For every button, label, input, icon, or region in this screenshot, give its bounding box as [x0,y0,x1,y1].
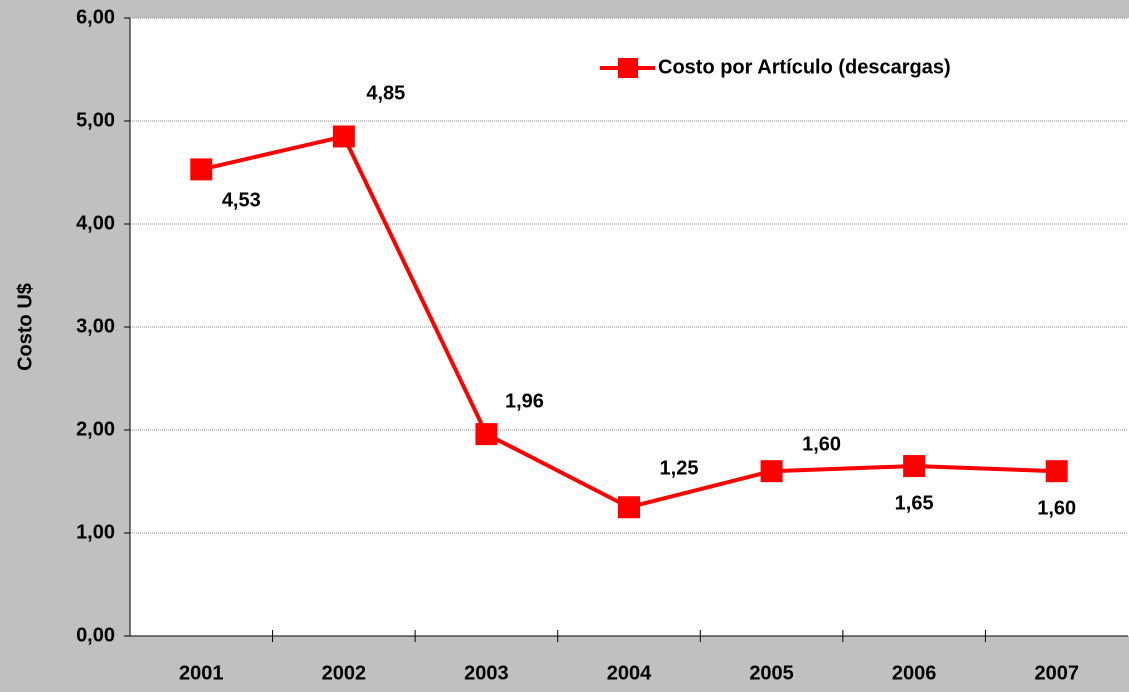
data-label: 1,96 [505,390,544,412]
data-label: 1,60 [1037,497,1076,519]
y-tick-label: 4,00 [76,212,115,234]
x-tick-label: 2002 [322,662,367,684]
plot-area [130,18,1129,636]
data-label: 4,53 [222,190,261,212]
x-tick-label: 2003 [464,662,509,684]
legend-marker [618,58,638,78]
x-tick-label: 2004 [607,662,652,684]
marker [475,423,498,446]
x-tick-label: 2005 [749,662,794,684]
y-tick-label: 6,00 [76,6,115,28]
data-label: 1,60 [802,433,841,455]
marker [760,460,783,483]
y-tick-label: 0,00 [76,624,115,646]
marker [1045,460,1068,483]
y-tick-label: 1,00 [76,521,115,543]
x-tick-label: 2007 [1034,662,1079,684]
y-tick-label: 5,00 [76,109,115,131]
data-label: 1,65 [895,492,934,514]
legend-label: Costo por Artículo (descargas) [658,56,951,78]
y-axis-title: Costo U$ [14,283,36,371]
marker [903,455,926,478]
data-label: 1,25 [660,458,699,480]
marker [190,158,213,181]
y-tick-label: 2,00 [76,418,115,440]
marker [332,125,355,148]
x-tick-label: 2006 [892,662,937,684]
x-tick-label: 2001 [179,662,224,684]
marker [618,496,640,519]
data-label: 4,85 [366,83,405,105]
y-tick-label: 3,00 [76,315,115,337]
